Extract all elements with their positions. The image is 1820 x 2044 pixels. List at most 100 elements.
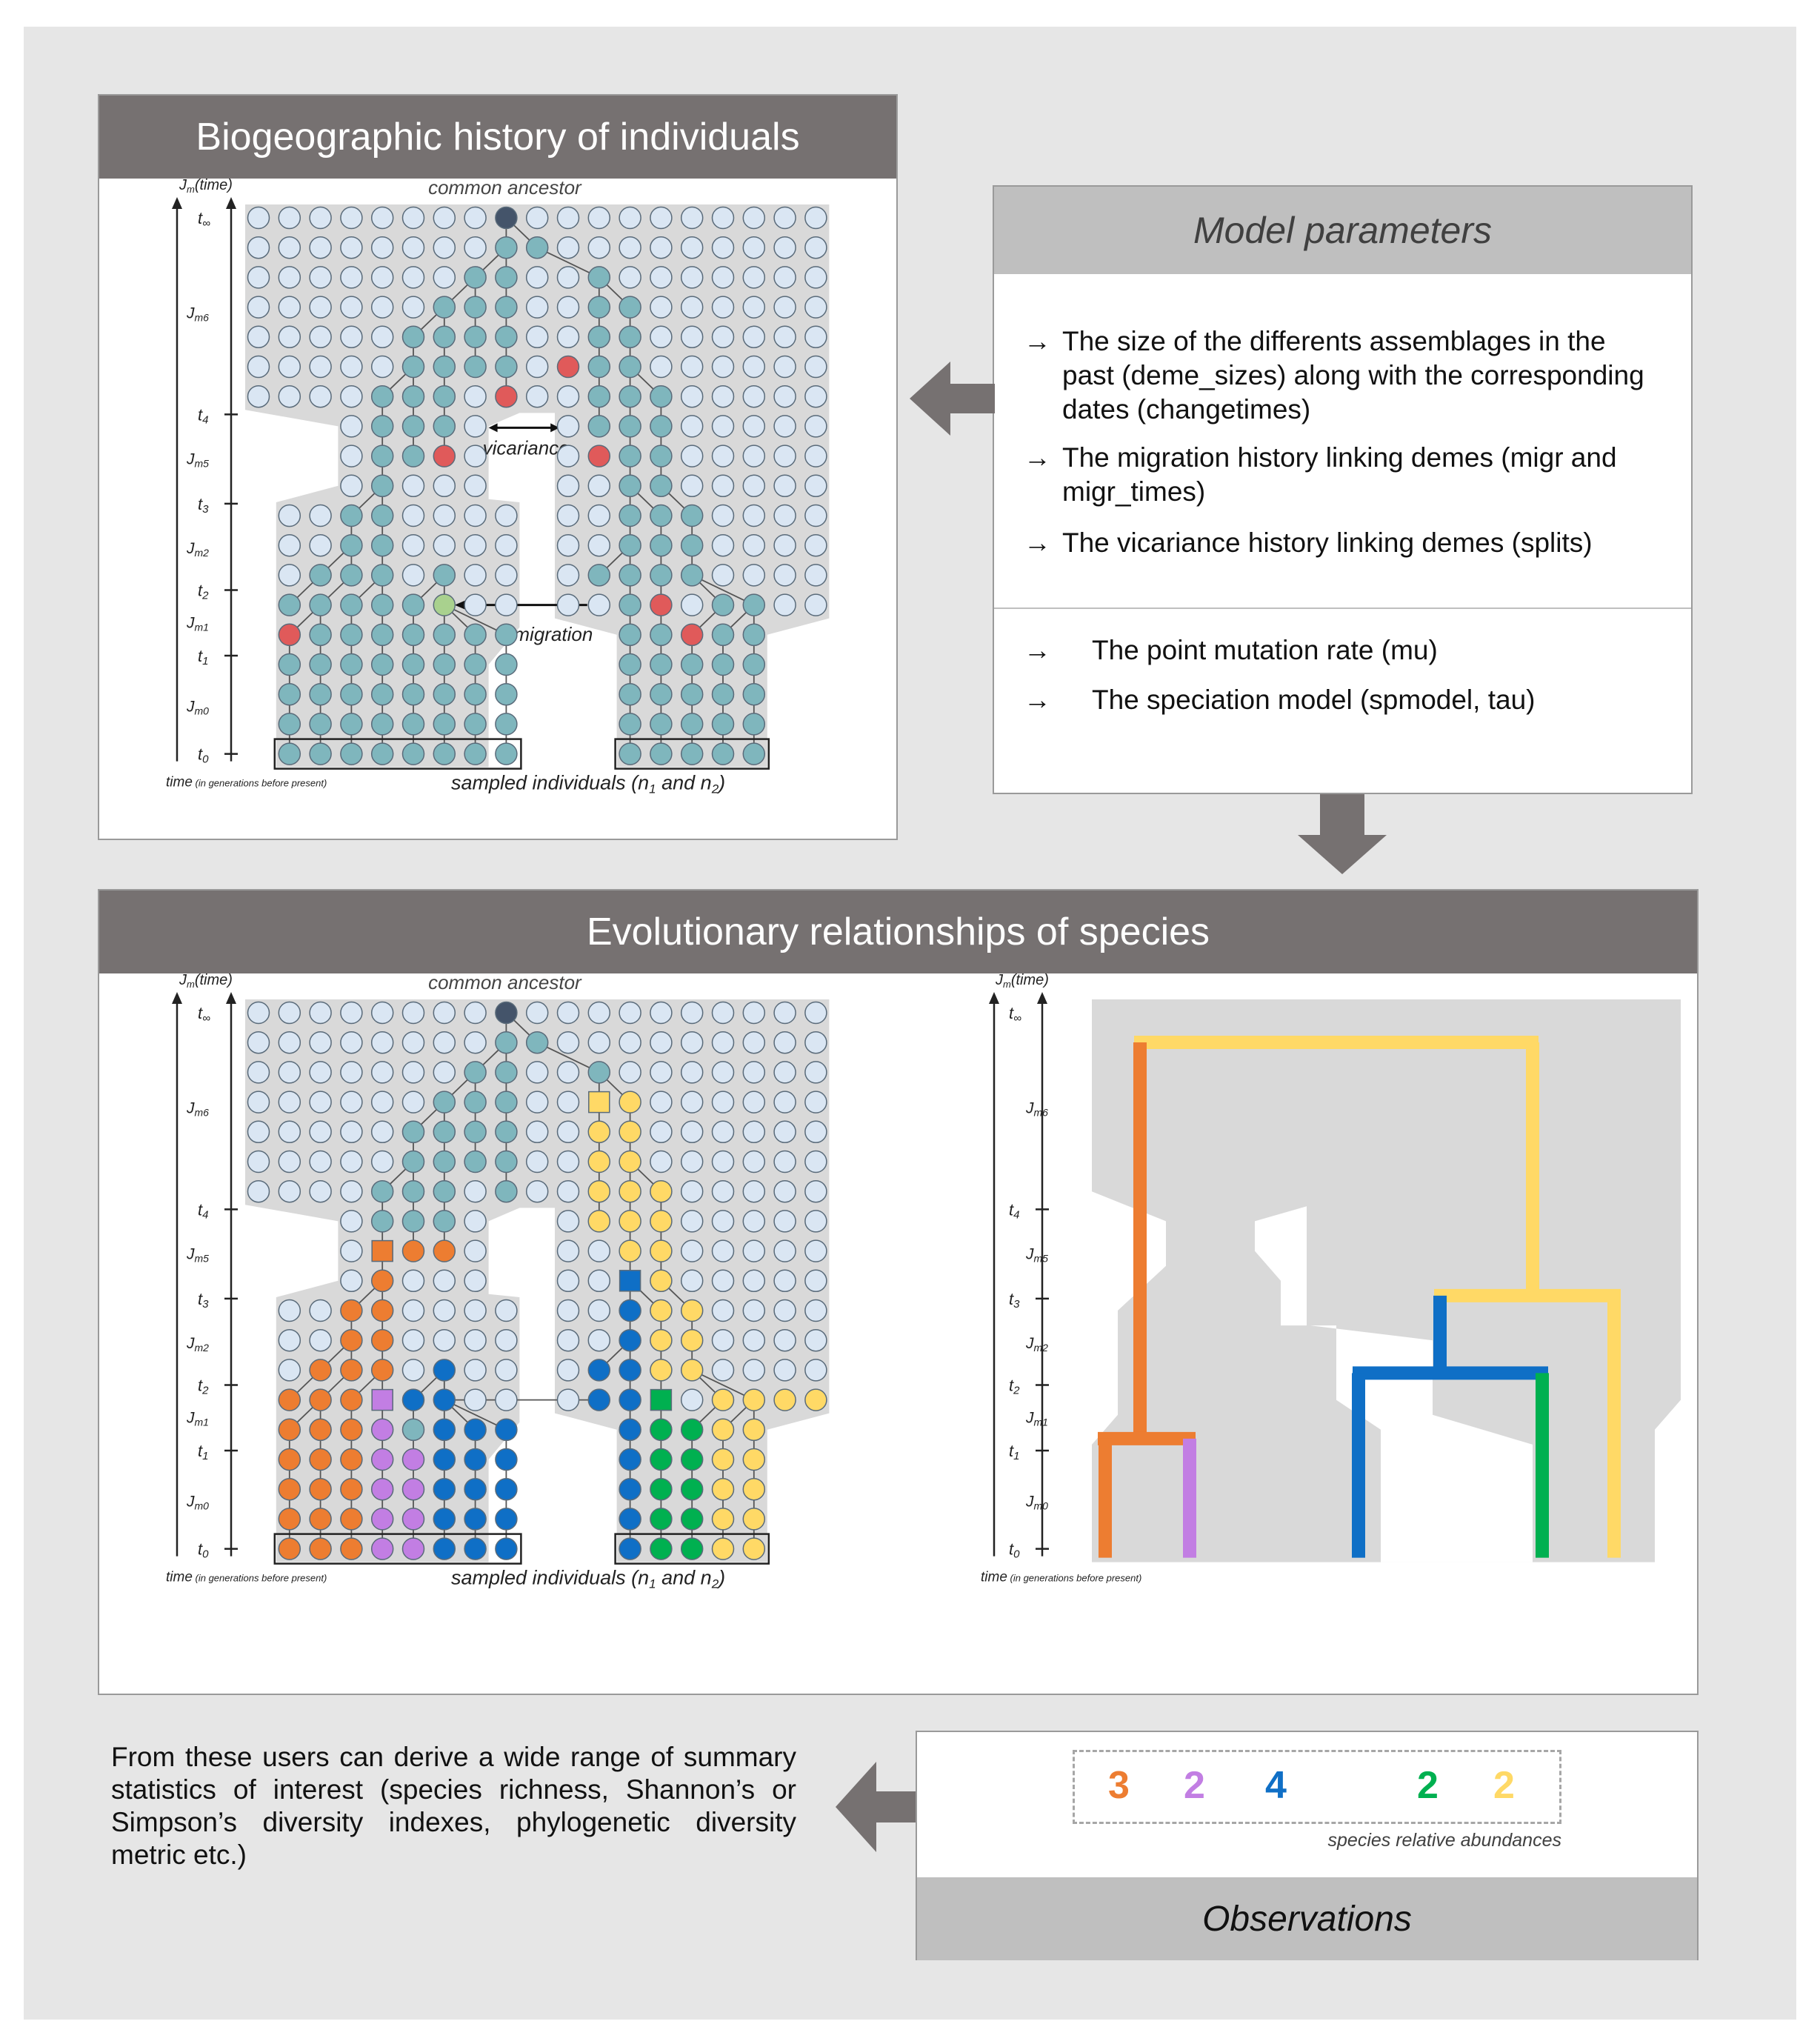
observations-panel: 3 2 4 2 2 species relative abundances Observ…	[916, 1731, 1699, 1960]
vicariance-gap	[1255, 1206, 1307, 1326]
individual	[587, 1150, 611, 1174]
individual	[773, 355, 796, 379]
individual	[247, 1179, 270, 1203]
axis-label: Jm(time)	[179, 179, 233, 195]
individual	[340, 682, 363, 706]
individual	[464, 653, 487, 676]
speciation-marker	[619, 1270, 641, 1292]
individual	[340, 1508, 363, 1531]
individual	[711, 296, 735, 319]
individual	[525, 1179, 549, 1203]
individual	[278, 742, 301, 765]
individual	[556, 504, 580, 527]
subscript: 2	[711, 1577, 719, 1591]
abundance-value: 4	[1265, 1764, 1287, 1807]
individual-grid	[247, 1001, 827, 1560]
individual	[773, 1328, 796, 1352]
individual	[433, 1537, 456, 1560]
individual	[587, 1120, 611, 1144]
individual	[587, 504, 611, 527]
subscript: 1	[649, 782, 656, 796]
lineage-line	[691, 574, 755, 606]
individual	[619, 1239, 641, 1262]
individual	[650, 504, 673, 527]
individual	[525, 1120, 549, 1144]
individual	[556, 1031, 580, 1054]
individual	[495, 385, 518, 408]
axis-label: Jm(time)	[995, 973, 1049, 990]
individual	[464, 504, 487, 527]
individual	[495, 742, 518, 765]
individual	[464, 1150, 487, 1174]
individual	[711, 742, 735, 765]
individual	[742, 533, 766, 557]
individual	[401, 1328, 425, 1352]
individual	[433, 1061, 456, 1084]
individual	[433, 296, 456, 319]
individual	[680, 1239, 704, 1262]
individual	[619, 623, 641, 647]
individual	[619, 385, 641, 408]
parameter-item: → The size of the differents assemblages …	[1024, 324, 1661, 427]
individual	[278, 1508, 301, 1531]
individual	[340, 1537, 363, 1560]
individual	[401, 1120, 425, 1144]
tick-subscript: m5	[1034, 1253, 1049, 1265]
abundance-value: 3	[1108, 1764, 1130, 1807]
individual	[650, 385, 673, 408]
individual	[711, 623, 735, 647]
individual	[587, 385, 611, 408]
individual	[495, 623, 518, 647]
individual	[433, 236, 456, 259]
individual	[680, 653, 704, 676]
individual	[711, 1508, 735, 1531]
individual	[433, 1299, 456, 1322]
individual	[804, 1239, 827, 1262]
individual	[619, 474, 641, 498]
individual	[556, 325, 580, 349]
individual	[587, 474, 611, 498]
individual	[680, 415, 704, 438]
tick-subscript: 1	[202, 655, 208, 668]
individual	[742, 682, 766, 706]
individual	[587, 296, 611, 319]
individual	[619, 1061, 641, 1084]
individual	[711, 1120, 735, 1144]
individual	[495, 1150, 518, 1174]
individual	[650, 682, 673, 706]
individual	[464, 1299, 487, 1322]
time-note: (in generations before present)	[193, 1573, 327, 1584]
individual	[711, 564, 735, 587]
individual	[650, 653, 673, 676]
individual	[278, 1179, 301, 1203]
individual	[587, 593, 611, 616]
speciation-marker	[371, 1388, 393, 1411]
individual	[742, 325, 766, 349]
individual	[650, 1179, 673, 1203]
individual	[278, 623, 301, 647]
individual	[650, 1001, 673, 1025]
individual	[587, 564, 611, 587]
individual	[309, 1061, 332, 1084]
individual	[309, 355, 332, 379]
sampled-mid: and n	[656, 1567, 712, 1589]
observations-title: Observations	[917, 1877, 1697, 1960]
individual	[680, 1001, 704, 1025]
individual	[804, 1150, 827, 1174]
individual	[556, 415, 580, 438]
individual	[340, 385, 363, 408]
individual	[711, 355, 735, 379]
parameter-text: The point mutation rate (mu)	[1092, 635, 1438, 665]
individual	[433, 1477, 456, 1501]
individual	[650, 1061, 673, 1084]
individual	[587, 1210, 611, 1233]
individual	[804, 1359, 827, 1382]
individual	[401, 325, 425, 349]
individual	[433, 415, 456, 438]
axis-label-sub: m	[187, 184, 195, 195]
individual	[742, 1508, 766, 1531]
tick-subscript: 0	[202, 1548, 209, 1561]
individual	[525, 206, 549, 230]
individual	[495, 533, 518, 557]
individual	[650, 1210, 673, 1233]
